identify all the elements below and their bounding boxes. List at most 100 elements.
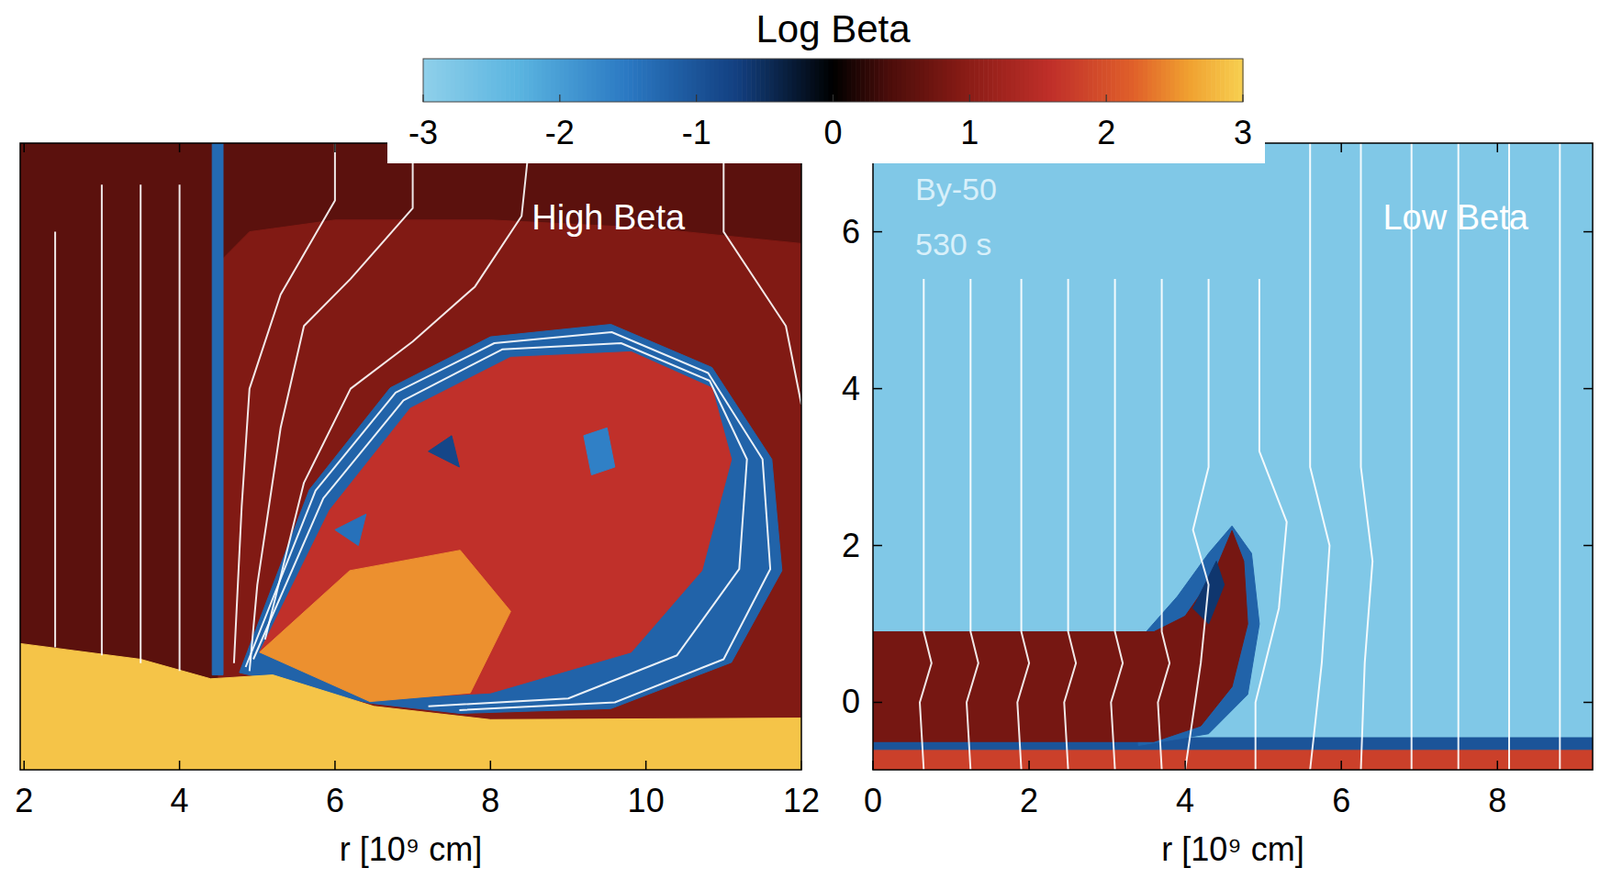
colorbar-cell (604, 58, 611, 102)
colorbar-cell (596, 58, 603, 102)
colorbar-cell (541, 58, 548, 102)
colorbar-cell (1156, 58, 1163, 102)
colorbar-cell (1061, 58, 1067, 102)
colorbar-cell (833, 58, 840, 102)
colorbar (423, 58, 1244, 102)
colorbar-cell (819, 58, 826, 102)
colorbar-cell (969, 58, 975, 102)
field-line (100, 184, 103, 656)
colorbar-cell (755, 58, 761, 102)
colorbar-cell (892, 58, 898, 102)
field-line (253, 343, 748, 707)
colorbar-cell (983, 58, 989, 102)
colorbar-cell (559, 58, 566, 102)
colorbar-cell (987, 58, 994, 102)
y-tick (1583, 231, 1593, 234)
colorbar-cell (915, 58, 921, 102)
colorbar-cell (669, 58, 675, 102)
colorbar-cell (828, 58, 835, 102)
field-line (1157, 279, 1170, 771)
field-line (1063, 279, 1076, 771)
colorbar-cell (705, 58, 712, 102)
background (872, 143, 1593, 771)
colorbar-cell (641, 58, 648, 102)
colorbar-cell (869, 58, 875, 102)
colorbar-cell (655, 58, 661, 102)
colorbar-cell (855, 58, 862, 102)
colorbar-cell (1042, 58, 1049, 102)
colorbar-cell (778, 58, 784, 102)
colorbar-cell (1033, 58, 1040, 102)
colorbar-tick (1106, 94, 1108, 102)
colorbar-cell (473, 58, 480, 102)
colorbar-cell (727, 58, 734, 102)
annotation: 530 s (915, 226, 992, 262)
x-tick (800, 760, 803, 771)
colorbar-cell (1219, 58, 1226, 102)
x-tick (1340, 143, 1343, 153)
colorbar-cell (478, 58, 484, 102)
field-line (919, 279, 932, 771)
colorbar-cell (1215, 58, 1221, 102)
x-tick (22, 760, 25, 771)
colorbar-cell (933, 58, 940, 102)
colorbar-cell (1087, 58, 1094, 102)
colorbar-cell (1197, 58, 1203, 102)
colorbar-cell (600, 58, 606, 102)
colorbar-cell (955, 58, 962, 102)
colorbar-cell (546, 58, 552, 102)
y-tick (872, 545, 883, 548)
colorbar-cell (441, 58, 448, 102)
colorbar-cell (664, 58, 671, 102)
colorbar-cell (860, 58, 866, 102)
colorbar-cell (518, 58, 525, 102)
colorbar-cell (1210, 58, 1217, 102)
field-line (246, 332, 772, 711)
field-line (179, 184, 181, 672)
plot-area (20, 143, 802, 771)
frame (20, 143, 802, 771)
y-tick (872, 388, 883, 391)
colorbar-cell (1038, 58, 1044, 102)
colorbar-cell (1047, 58, 1053, 102)
colorbar-cell (792, 58, 798, 102)
colorbar-cell (569, 58, 575, 102)
colorbar-cell (450, 58, 457, 102)
colorbar-cell (1170, 58, 1176, 102)
x-tick-label: 8 (1488, 782, 1507, 820)
field-line (1017, 279, 1030, 771)
colorbar-tick (422, 94, 424, 102)
colorbar-cell (824, 58, 830, 102)
colorbar-cell (746, 58, 752, 102)
colorbar-cell (592, 58, 598, 102)
region (259, 550, 512, 703)
y-tick (1583, 702, 1593, 705)
colorbar-cell (495, 58, 502, 102)
colorbar-cell (764, 58, 771, 102)
colorbar-cell (1147, 58, 1153, 102)
region (872, 530, 1248, 742)
field-line (1457, 143, 1460, 771)
colorbar-cell (687, 58, 694, 102)
x-tick (645, 760, 648, 771)
field-line (1558, 143, 1561, 771)
y-tick-label: 6 (841, 212, 861, 251)
colorbar-cell (500, 58, 506, 102)
colorbar-cell (678, 58, 684, 102)
colorbar-tick-label: -1 (682, 113, 712, 152)
colorbar-cell (1138, 58, 1144, 102)
colorbar-cell (964, 58, 971, 102)
colorbar-cell (436, 58, 443, 102)
colorbar-cell (564, 58, 571, 102)
colorbar-cell (637, 58, 643, 102)
colorbar-cell (883, 58, 889, 102)
colorbar-cell (587, 58, 594, 102)
colorbar-cell (723, 58, 729, 102)
field-line (139, 184, 142, 663)
colorbar-cell (504, 58, 511, 102)
colorbar-cell (973, 58, 980, 102)
y-tick (1583, 388, 1593, 391)
x-tick-label: 6 (325, 782, 345, 820)
colorbar-cell (1115, 58, 1121, 102)
region (583, 427, 616, 475)
